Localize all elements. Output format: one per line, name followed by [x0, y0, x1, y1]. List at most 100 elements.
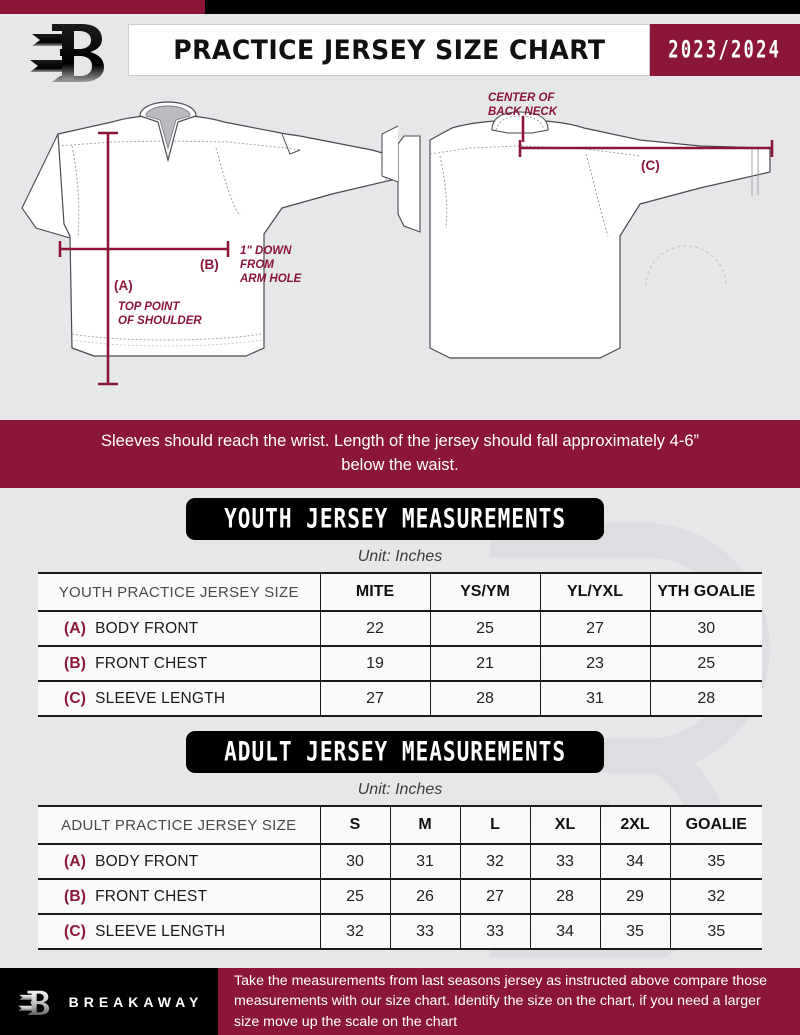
- front-marker-b: (B): [200, 257, 219, 272]
- youth-row-2-marker: (C): [64, 689, 87, 707]
- table-row: (B) FRONT CHEST 19 21 23 25: [38, 646, 762, 682]
- youth-cell-2-0: 27: [319, 681, 430, 717]
- back-marker-c: (C): [641, 158, 660, 173]
- adult-cell-2-3: 34: [529, 914, 600, 950]
- youth-section-pill: YOUTH JERSEY MEASUREMENTS: [186, 498, 604, 540]
- youth-section-title: YOUTH JERSEY MEASUREMENTS: [224, 503, 566, 535]
- front-label-a-line1: TOP POINT: [118, 301, 180, 313]
- youth-col-header-1: YS/YM: [429, 572, 540, 612]
- front-label-a-line2: OF SHOULDER: [118, 315, 202, 327]
- footer-instruction-block: Take the measurements from last seasons …: [218, 968, 800, 1035]
- adult-row-0-marker: (A): [64, 852, 87, 870]
- back-measure-lines: [518, 116, 774, 157]
- adult-row-2-name: SLEEVE LENGTH: [95, 922, 226, 940]
- top-strip-black: [205, 0, 800, 14]
- adult-row-0-name: BODY FRONT: [95, 852, 199, 870]
- adult-row-1-name: FRONT CHEST: [95, 887, 208, 905]
- footer-brand-block: BREAKAWAY: [0, 968, 218, 1035]
- jersey-diagram-area: (B) (A) 1" DOWN FROM ARM HOLE TOP POINT …: [0, 86, 800, 420]
- adult-row-2-label: (C) SLEEVE LENGTH: [38, 914, 320, 950]
- adult-cell-2-4: 35: [599, 914, 670, 950]
- youth-cell-0-3: 30: [649, 611, 762, 647]
- table-row: (A) BODY FRONT 30 31 32 33 34 35: [38, 844, 762, 880]
- table-row: (C) SLEEVE LENGTH 32 33 33 34 35 35: [38, 914, 762, 950]
- top-strip-maroon: [0, 0, 205, 14]
- adult-cell-0-0: 30: [319, 844, 390, 880]
- top-accent-strip: [0, 0, 800, 14]
- back-label-c-line2: BACK NECK: [488, 106, 558, 118]
- front-marker-a: (A): [114, 278, 133, 293]
- adult-section-title: ADULT JERSEY MEASUREMENTS: [224, 736, 566, 768]
- page-footer: BREAKAWAY Take the measurements from las…: [0, 968, 800, 1035]
- adult-col-header-0: S: [319, 805, 390, 845]
- adult-row-2-marker: (C): [64, 922, 87, 940]
- youth-row-1-name: FRONT CHEST: [95, 654, 208, 672]
- adult-measurements-table: ADULT PRACTICE JERSEY SIZE S M L XL 2XL …: [38, 805, 762, 950]
- front-jersey-illustration: [21, 101, 401, 357]
- adult-cell-1-0: 25: [319, 879, 390, 915]
- adult-col-header-3: XL: [529, 805, 600, 845]
- youth-row-1-marker: (B): [64, 654, 87, 672]
- adult-cell-2-0: 32: [319, 914, 390, 950]
- adult-row-0-label: (A) BODY FRONT: [38, 844, 320, 880]
- table-row: (A) BODY FRONT 22 25 27 30: [38, 611, 762, 647]
- front-label-b-line2: FROM: [240, 259, 274, 271]
- youth-cell-1-0: 19: [319, 646, 430, 682]
- adult-row-1-marker: (B): [64, 887, 87, 905]
- header-title-box: PRACTICE JERSEY SIZE CHART: [128, 24, 650, 76]
- youth-col-header-2: YL/YXL: [539, 572, 650, 612]
- youth-measurements-table: YOUTH PRACTICE JERSEY SIZE MITE YS/YM YL…: [38, 572, 762, 717]
- footer-instruction-text: Take the measurements from last seasons …: [234, 972, 768, 1030]
- youth-cell-0-2: 27: [539, 611, 650, 647]
- back-jersey-illustration: [381, 111, 771, 359]
- youth-row-2-label: (C) SLEEVE LENGTH: [38, 681, 320, 717]
- adult-cell-2-1: 33: [389, 914, 460, 950]
- season-year: 2023/2024: [668, 36, 782, 64]
- adult-col-header-5: GOALIE: [669, 805, 762, 845]
- youth-cell-0-1: 25: [429, 611, 540, 647]
- youth-cell-2-3: 28: [649, 681, 762, 717]
- youth-table-header-row: YOUTH PRACTICE JERSEY SIZE MITE YS/YM YL…: [38, 572, 762, 612]
- youth-cell-2-1: 28: [429, 681, 540, 717]
- adult-cell-0-3: 33: [529, 844, 600, 880]
- sizing-note-text: Sleeves should reach the wrist. Length o…: [101, 432, 699, 474]
- adult-row-header-label: ADULT PRACTICE JERSEY SIZE: [38, 805, 320, 845]
- footer-brand-name: BREAKAWAY: [68, 993, 204, 1010]
- youth-row-0-name: BODY FRONT: [95, 619, 199, 637]
- breakaway-b-logo-icon: [17, 990, 49, 1015]
- youth-col-header-3: YTH GOALIE: [649, 572, 762, 612]
- adult-cell-1-1: 26: [389, 879, 460, 915]
- adult-cell-0-1: 31: [389, 844, 460, 880]
- youth-row-1-label: (B) FRONT CHEST: [38, 646, 320, 682]
- youth-cell-0-0: 22: [319, 611, 430, 647]
- front-label-b-line3: ARM HOLE: [239, 273, 302, 285]
- adult-cell-1-3: 28: [529, 879, 600, 915]
- table-row: (C) SLEEVE LENGTH 27 28 31 28: [38, 681, 762, 717]
- adult-cell-2-2: 33: [459, 914, 530, 950]
- adult-cell-2-5: 35: [669, 914, 762, 950]
- front-label-b-line1: 1" DOWN: [240, 245, 292, 257]
- adult-cell-0-2: 32: [459, 844, 530, 880]
- page-title: PRACTICE JERSEY SIZE CHART: [172, 34, 606, 66]
- youth-cell-1-2: 23: [539, 646, 650, 682]
- youth-row-0-label: (A) BODY FRONT: [38, 611, 320, 647]
- youth-cell-2-2: 31: [539, 681, 650, 717]
- adult-row-1-label: (B) FRONT CHEST: [38, 879, 320, 915]
- adult-cell-0-4: 34: [599, 844, 670, 880]
- youth-unit-label: Unit: Inches: [357, 548, 443, 565]
- front-measure-lines: [58, 131, 230, 386]
- youth-row-0-marker: (A): [64, 619, 87, 637]
- back-label-c-line1: CENTER OF: [488, 92, 555, 104]
- adult-cell-1-2: 27: [459, 879, 530, 915]
- youth-row-2-name: SLEEVE LENGTH: [95, 689, 226, 707]
- adult-table-header-row: ADULT PRACTICE JERSEY SIZE S M L XL 2XL …: [38, 805, 762, 845]
- youth-cell-1-3: 25: [649, 646, 762, 682]
- adult-col-header-2: L: [459, 805, 530, 845]
- adult-unit-label: Unit: Inches: [357, 781, 443, 798]
- season-year-box: 2023/2024: [650, 24, 800, 76]
- adult-section-pill: ADULT JERSEY MEASUREMENTS: [186, 731, 604, 773]
- adult-cell-1-5: 32: [669, 879, 762, 915]
- adult-col-header-1: M: [389, 805, 460, 845]
- breakaway-b-logo-icon: [22, 16, 118, 86]
